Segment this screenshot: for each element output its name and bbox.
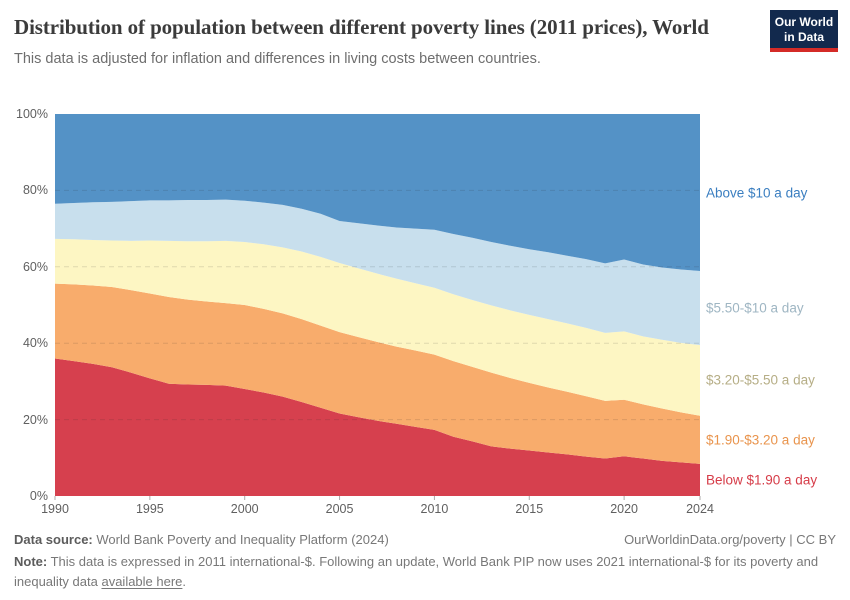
legend-label-above-10-a-day[interactable]: Above $10 a day xyxy=(706,185,808,200)
x-tick-label-1990: 1990 xyxy=(41,502,69,516)
x-tick-label-2020: 2020 xyxy=(610,502,639,516)
y-tick-label-100: 100% xyxy=(16,107,48,121)
data-source-text: World Bank Poverty and Inequality Platfo… xyxy=(96,532,389,547)
attribution-link[interactable]: OurWorldinData.org/poverty | CC BY xyxy=(624,532,836,547)
data-source-label: Data source: xyxy=(14,532,93,547)
area-3-20-5-50-a-day[interactable] xyxy=(55,238,700,416)
area-above-10-a-day[interactable] xyxy=(55,114,700,271)
area-below-1-90-a-day[interactable] xyxy=(55,358,700,496)
y-tick-label-60: 60% xyxy=(22,259,48,274)
y-tick-label-40: 40% xyxy=(22,336,48,351)
legend-label-1-90-3-20-a-day[interactable]: $1.90-$3.20 a day xyxy=(706,432,815,448)
footer-note: Note: This data is expressed in 2011 int… xyxy=(14,552,820,591)
x-tick-label-2015: 2015 xyxy=(515,502,544,516)
y-tick-label-20: 20% xyxy=(22,412,48,427)
area-5-50-10-a-day[interactable] xyxy=(55,199,700,346)
area-1-90-3-20-a-day[interactable] xyxy=(55,283,700,464)
x-tick-label-2005: 2005 xyxy=(325,502,354,516)
footer-source-row: Data source: World Bank Poverty and Ineq… xyxy=(14,532,836,547)
note-text: This data is expressed in 2011 internati… xyxy=(14,554,819,589)
legend-label-5-50-10-a-day[interactable]: $5.50-$10 a day xyxy=(706,300,804,316)
x-tick-label-2000: 2000 xyxy=(230,502,259,516)
owid-logo-line1: Our World xyxy=(774,15,834,29)
page-title: Distribution of population between diffe… xyxy=(14,15,709,39)
legend-label-below-1-90-a-day[interactable]: Below $1.90 a day xyxy=(706,472,818,488)
y-tick-label-80: 80% xyxy=(22,183,48,198)
y-tick-label-0: 0% xyxy=(29,489,48,503)
owid-logo[interactable]: Our World in Data xyxy=(770,10,838,53)
x-tick-label-2024: 2024 xyxy=(686,502,714,516)
plot-area[interactable] xyxy=(54,114,701,500)
data-source: Data source: World Bank Poverty and Ineq… xyxy=(14,532,389,547)
note-label: Note: xyxy=(14,554,48,569)
legend-label-3-20-5-50-a-day[interactable]: $3.20-$5.50 a day xyxy=(706,372,815,388)
note-link[interactable]: available here xyxy=(101,573,183,589)
owid-logo-line2: in Data xyxy=(783,29,824,44)
header: Distribution of population between diffe… xyxy=(14,14,754,67)
x-tick-label-2010: 2010 xyxy=(420,502,449,516)
page-subtitle: This data is adjusted for inflation and … xyxy=(14,51,541,68)
x-tick-label-1995: 1995 xyxy=(135,502,164,516)
note-suffix: . xyxy=(182,573,187,589)
